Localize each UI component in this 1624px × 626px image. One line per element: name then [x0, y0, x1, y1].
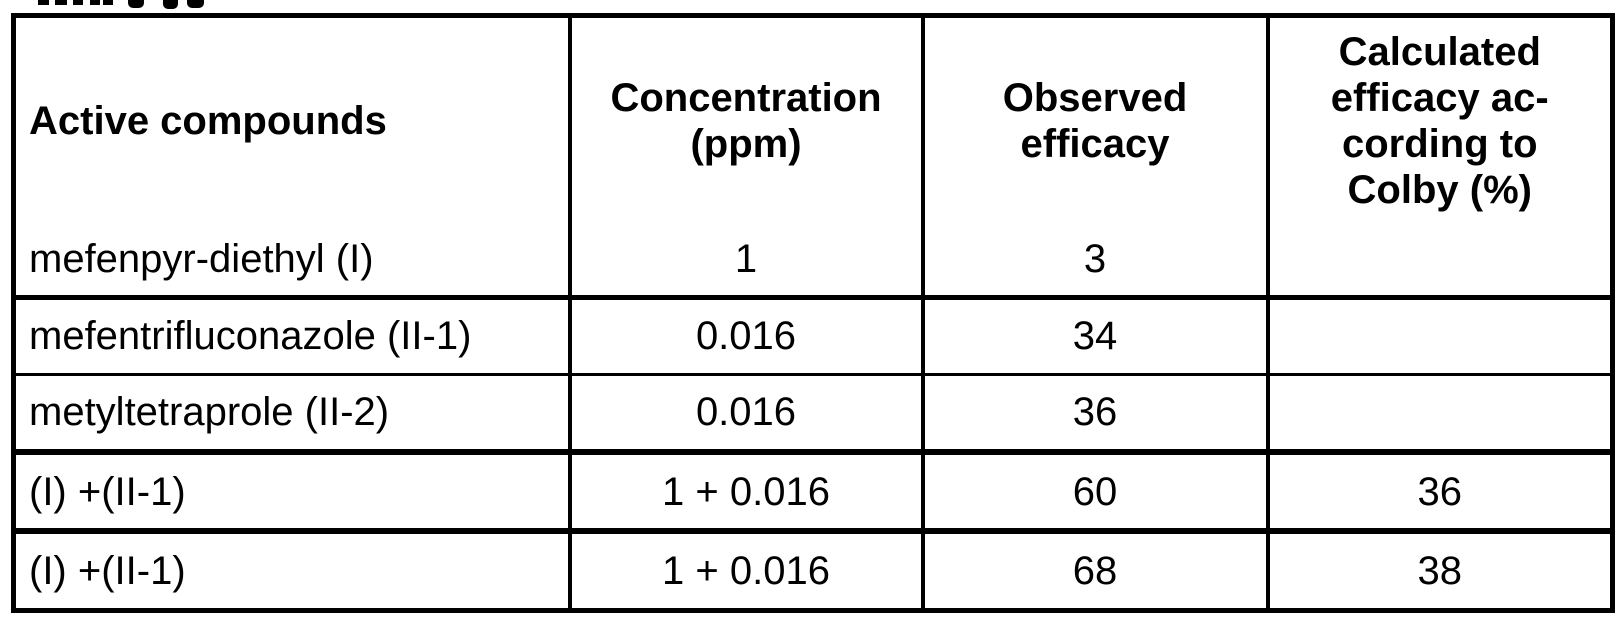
- cropped-letter-fragment: [163, 0, 178, 9]
- cropped-letter-fragment: [90, 0, 100, 5]
- cropped-letter-fragment: [128, 0, 144, 8]
- cell-active-compound: mefentrifluconazole (II-1): [13, 297, 572, 376]
- cell-colby-efficacy: [1267, 223, 1613, 300]
- cell-colby-efficacy: 36: [1267, 451, 1613, 535]
- header-row: Active compounds Concentration (ppm) Obs…: [13, 15, 1613, 223]
- cell-observed-efficacy: 36: [922, 374, 1270, 455]
- col-header-concentration: Concentration (ppm): [569, 15, 925, 223]
- col-header-colby-efficacy: Calculated efficacy ac- cording to Colby…: [1330, 29, 1549, 212]
- cropped-text-fragment: [0, 0, 400, 10]
- table-body: mefenpyr-diethyl (I) 1 3 mefentriflucona…: [13, 223, 1613, 611]
- cell-concentration: 0.016: [569, 297, 925, 376]
- cell-observed-efficacy: 60: [922, 451, 1270, 535]
- cell-colby-efficacy: 38: [1417, 549, 1463, 594]
- cell-active-compound: (I) +(II-1): [13, 451, 572, 535]
- efficacy-table: Active compounds Concentration (ppm) Obs…: [11, 13, 1615, 613]
- cropped-letter-fragment: [38, 0, 49, 5]
- table-row: (I) +(II-1) 1 + 0.016 60 36: [13, 451, 1613, 535]
- col-header-active-compounds: Active compounds: [13, 15, 572, 223]
- cropped-letter-fragment: [187, 0, 204, 8]
- table-row: mefentrifluconazole (II-1) 0.016 34: [13, 297, 1613, 376]
- cell-concentration: 1 + 0.016: [569, 451, 925, 535]
- table-header: Active compounds Concentration (ppm) Obs…: [13, 15, 1613, 223]
- cell-observed-efficacy: 34: [922, 297, 1270, 376]
- cell-observed-efficacy: 3: [922, 223, 1270, 300]
- cell-concentration: 0.016: [569, 374, 925, 455]
- cell-colby-efficacy: [1267, 374, 1613, 455]
- table-row: (I) +(II-1) 1 + 0.016 68 38: [13, 531, 1613, 611]
- cell-active-compound: (I) +(II-1): [13, 531, 572, 611]
- cell-observed-efficacy: 68: [922, 531, 1270, 611]
- cropped-letter-fragment: [73, 0, 83, 5]
- table-row: metyltetraprole (II-2) 0.016 36: [13, 374, 1613, 455]
- cell-concentration: 1 + 0.016: [569, 531, 925, 611]
- table-row: mefenpyr-diethyl (I) 1 3: [13, 223, 1613, 300]
- cell-active-compound: metyltetraprole (II-2): [13, 374, 572, 455]
- cropped-letter-fragment: [103, 0, 113, 5]
- cell-concentration: 1: [569, 223, 925, 300]
- cell-active-compound: mefenpyr-diethyl (I): [13, 223, 572, 300]
- col-header-observed-efficacy: Observed efficacy: [922, 15, 1270, 223]
- cell-colby-efficacy: [1267, 297, 1613, 376]
- cropped-letter-fragment: [55, 0, 67, 5]
